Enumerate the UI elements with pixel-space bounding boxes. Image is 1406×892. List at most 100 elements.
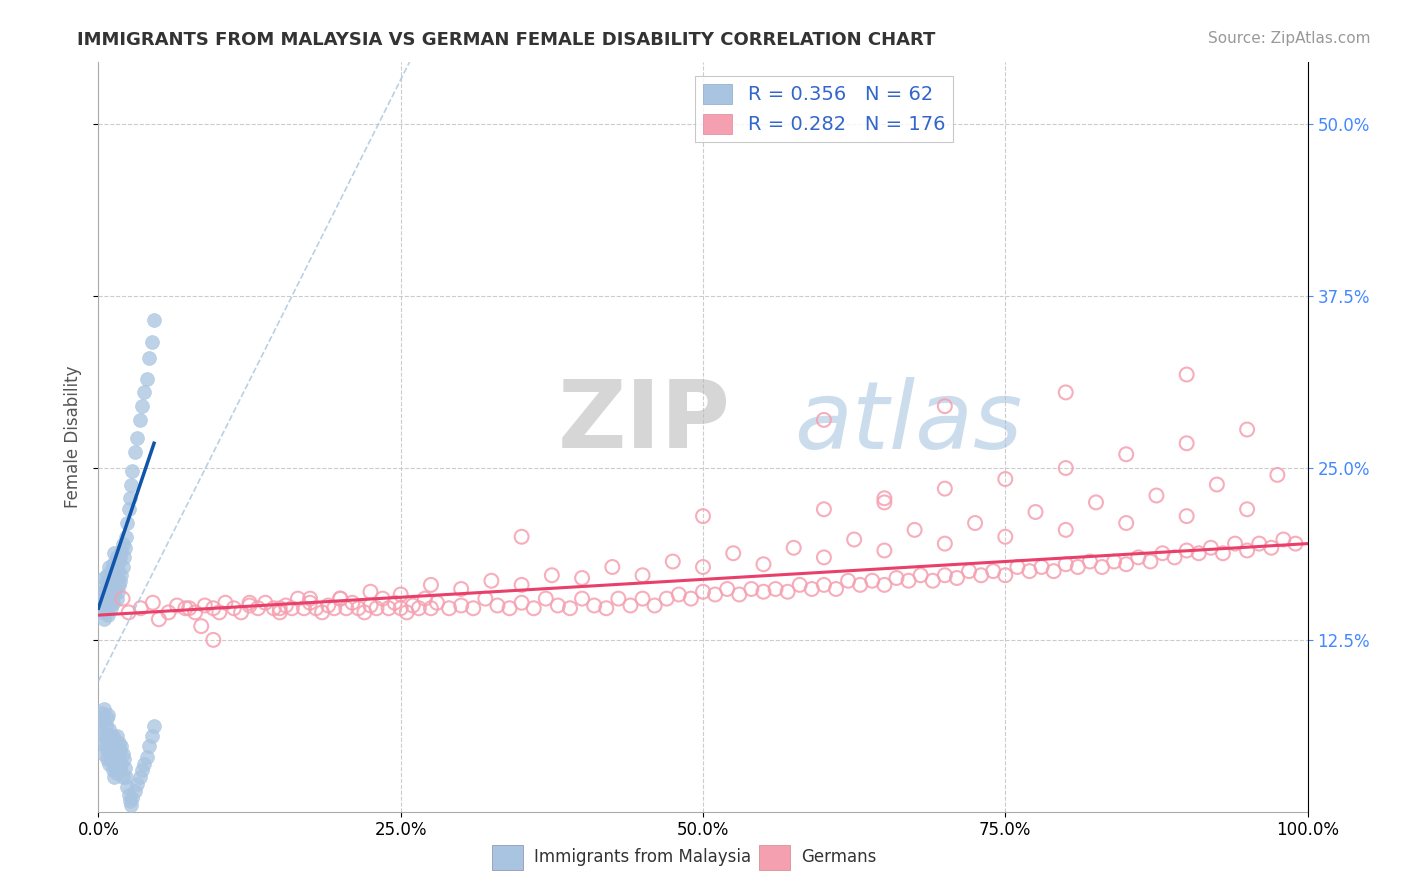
Point — [91, 725, 114, 739]
Point — [595, 601, 617, 615]
Point — [776, 584, 799, 599]
Point — [108, 578, 131, 592]
Point — [934, 536, 956, 550]
Point — [558, 601, 581, 615]
Point — [100, 747, 122, 761]
Point — [323, 601, 346, 615]
Point — [101, 558, 124, 572]
Point — [692, 560, 714, 574]
Point — [752, 558, 775, 572]
Point — [94, 739, 117, 753]
Point — [111, 536, 134, 550]
Point — [547, 599, 569, 613]
Point — [498, 601, 520, 615]
Point — [166, 599, 188, 613]
Point — [873, 491, 896, 506]
Point — [1175, 436, 1198, 450]
Point — [96, 587, 118, 601]
Point — [104, 761, 127, 775]
Point — [114, 761, 136, 775]
Point — [121, 464, 143, 478]
Point — [100, 591, 122, 606]
Point — [142, 596, 165, 610]
Point — [619, 599, 641, 613]
Point — [131, 764, 153, 778]
Point — [115, 530, 138, 544]
Point — [644, 599, 666, 613]
Point — [107, 743, 129, 757]
Point — [813, 550, 835, 565]
Point — [716, 582, 738, 596]
Point — [269, 601, 291, 615]
Point — [94, 719, 117, 733]
Point — [523, 601, 546, 615]
Point — [93, 591, 115, 606]
Point — [873, 543, 896, 558]
Point — [117, 780, 139, 794]
Point — [1249, 536, 1271, 550]
Point — [510, 578, 533, 592]
Point — [1236, 543, 1258, 558]
Point — [1146, 489, 1168, 503]
Point — [194, 599, 217, 613]
Point — [377, 601, 399, 615]
Point — [813, 578, 835, 592]
Point — [1163, 550, 1185, 565]
Point — [91, 711, 114, 725]
Point — [571, 591, 593, 606]
Text: atlas: atlas — [793, 376, 1022, 467]
Point — [112, 550, 135, 565]
Point — [131, 399, 153, 413]
Point — [873, 578, 896, 592]
Point — [728, 587, 751, 601]
Point — [108, 743, 131, 757]
Point — [655, 591, 678, 606]
Point — [96, 752, 118, 766]
Point — [844, 533, 866, 547]
Point — [107, 756, 129, 771]
Point — [93, 747, 115, 761]
Point — [202, 601, 225, 615]
Point — [105, 571, 128, 585]
Point — [100, 752, 122, 766]
Point — [360, 584, 382, 599]
Point — [849, 578, 872, 592]
Point — [994, 568, 1017, 582]
Point — [311, 606, 333, 620]
Point — [1206, 477, 1229, 491]
Point — [91, 578, 114, 592]
Point — [1031, 560, 1053, 574]
Point — [1024, 505, 1046, 519]
Legend: R = 0.356   N = 62, R = 0.282   N = 176: R = 0.356 N = 62, R = 0.282 N = 176 — [696, 76, 953, 142]
Point — [239, 596, 262, 610]
Point — [100, 743, 122, 757]
Point — [965, 516, 987, 530]
Point — [371, 591, 394, 606]
Point — [91, 706, 114, 720]
Point — [118, 789, 141, 803]
Point — [118, 491, 141, 506]
Point — [157, 606, 180, 620]
Point — [886, 571, 908, 585]
Point — [1007, 560, 1029, 574]
Point — [91, 584, 114, 599]
Point — [100, 736, 122, 750]
Point — [143, 312, 166, 326]
Point — [128, 413, 150, 427]
Point — [765, 582, 787, 596]
Point — [486, 599, 509, 613]
Point — [107, 564, 129, 578]
Point — [692, 584, 714, 599]
Point — [1067, 560, 1090, 574]
Point — [873, 495, 896, 509]
Point — [98, 723, 121, 737]
Point — [91, 736, 114, 750]
Point — [110, 543, 132, 558]
Point — [420, 578, 443, 592]
Point — [104, 582, 127, 596]
Point — [789, 578, 811, 592]
Point — [1284, 536, 1306, 550]
Point — [287, 591, 309, 606]
Point — [481, 574, 503, 588]
Point — [1152, 546, 1174, 560]
